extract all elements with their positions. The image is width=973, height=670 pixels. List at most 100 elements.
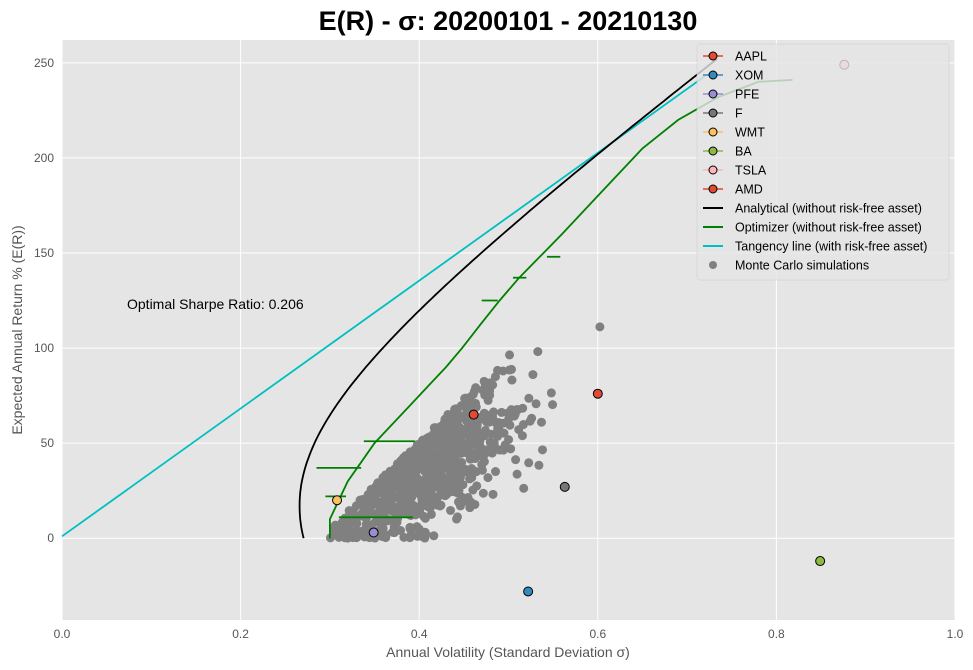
monte-carlo-point [429, 451, 439, 461]
monte-carlo-point [468, 485, 478, 495]
monte-carlo-point [546, 388, 556, 398]
monte-carlo-point [368, 493, 378, 503]
monte-carlo-point [425, 435, 435, 445]
monte-carlo-point [519, 483, 529, 493]
monte-carlo-point [461, 439, 471, 449]
monte-carlo-point [486, 429, 496, 439]
y-tick-label: 50 [41, 436, 55, 450]
legend-label-pfe: PFE [735, 88, 759, 102]
monte-carlo-point [524, 458, 534, 468]
monte-carlo-point [518, 420, 528, 430]
x-tick-label: 0.2 [232, 627, 249, 641]
monte-carlo-point [467, 473, 477, 483]
monte-carlo-point [367, 500, 377, 510]
monte-carlo-point [453, 497, 463, 507]
x-tick-label: 0.6 [589, 627, 606, 641]
monte-carlo-point [374, 517, 384, 527]
monte-carlo-point [454, 462, 464, 472]
legend-label-f: F [735, 107, 743, 121]
monte-carlo-point [504, 435, 514, 445]
y-axis-label: Expected Annual Return % (E(R)) [9, 225, 25, 434]
monte-carlo-point [478, 488, 488, 498]
monte-carlo-point [491, 467, 501, 477]
monte-carlo-point [386, 506, 396, 516]
monte-carlo-point [494, 425, 504, 435]
monte-carlo-point [483, 395, 493, 405]
monte-carlo-point [478, 385, 488, 395]
monte-carlo-point [399, 532, 409, 542]
legend-marker-tsla [708, 165, 718, 175]
monte-carlo-point [495, 445, 505, 455]
monte-carlo-point [466, 448, 476, 458]
monte-carlo-point [450, 439, 460, 449]
legend-label-line-2: Tangency line (with risk-free asset) [735, 240, 927, 254]
y-tick-label: 200 [34, 151, 54, 165]
monte-carlo-point [484, 410, 494, 420]
monte-carlo-point [536, 417, 546, 427]
monte-carlo-point [471, 398, 481, 408]
monte-carlo-point [446, 505, 456, 515]
monte-carlo-point [381, 473, 391, 483]
y-tick-label: 0 [47, 531, 54, 545]
legend-label-xom: XOM [735, 69, 763, 83]
legend-label-line-1: Optimizer (without risk-free asset) [735, 221, 922, 235]
legend-marker-aapl [708, 51, 718, 61]
legend-marker-f [708, 108, 718, 118]
monte-carlo-point [378, 497, 388, 507]
monte-carlo-point [527, 413, 537, 423]
tick-labels: 0.0 0.2 0.4 0.6 0.8 1.0 0 50 100 150 200 250 [34, 56, 964, 641]
monte-carlo-point [518, 403, 528, 413]
monte-carlo-point [444, 445, 454, 455]
monte-carlo-point [511, 455, 521, 465]
monte-carlo-point [382, 516, 392, 526]
monte-carlo-point [456, 432, 466, 442]
legend-marker-amd [708, 184, 718, 194]
monte-carlo-point [435, 501, 445, 511]
monte-carlo-point [493, 365, 503, 375]
y-tick-label: 250 [34, 56, 54, 70]
monte-carlo-point [410, 503, 420, 513]
monte-carlo-point [477, 414, 487, 424]
asset-point-pfe [368, 527, 379, 538]
monte-carlo-point [464, 424, 474, 434]
analytical-frontier-line [298, 58, 718, 539]
monte-carlo-point [341, 532, 351, 542]
legend-label-wmt: WMT [735, 126, 765, 140]
legend-label-aapl: AAPL [735, 50, 767, 64]
x-axis-label: Annual Volatility (Standard Deviation σ) [386, 644, 630, 660]
monte-carlo-point [488, 380, 498, 390]
monte-carlo-point [517, 431, 527, 441]
monte-carlo-point [595, 322, 605, 332]
monte-carlo-point [351, 501, 361, 511]
legend-label-tsla: TSLA [735, 164, 767, 178]
monte-carlo-point [456, 448, 466, 458]
monte-carlo-point [348, 533, 358, 543]
chart-title: E(R) - σ: 20200101 - 20210130 [319, 6, 698, 36]
monte-carlo-point [465, 503, 475, 513]
asset-point-f [559, 481, 570, 492]
legend-marker-xom [708, 70, 718, 80]
monte-carlo-point [391, 482, 401, 492]
monte-carlo-point [479, 430, 489, 440]
monte-carlo-point [406, 489, 416, 499]
monte-carlo-point [407, 529, 417, 539]
asset-point-aapl [468, 409, 479, 420]
monte-carlo-point [422, 501, 432, 511]
legend-marker-ba [708, 146, 718, 156]
monte-carlo-point [408, 452, 418, 462]
monte-carlo-point [399, 459, 409, 469]
monte-carlo-point [441, 478, 451, 488]
x-tick-label: 0.4 [411, 627, 428, 641]
monte-carlo-point [463, 493, 473, 503]
x-tick-label: 1.0 [947, 627, 964, 641]
monte-carlo-point [506, 444, 516, 454]
monte-carlo-point [420, 527, 430, 537]
monte-carlo-point [531, 399, 541, 409]
legend-label-line-0: Analytical (without risk-free asset) [735, 202, 922, 216]
x-tick-label: 0.0 [54, 627, 71, 641]
y-tick-label: 100 [34, 341, 54, 355]
monte-carlo-point [374, 482, 384, 492]
monte-carlo-point [524, 393, 534, 403]
monte-carlo-point [435, 429, 445, 439]
monte-carlo-point [548, 400, 558, 410]
